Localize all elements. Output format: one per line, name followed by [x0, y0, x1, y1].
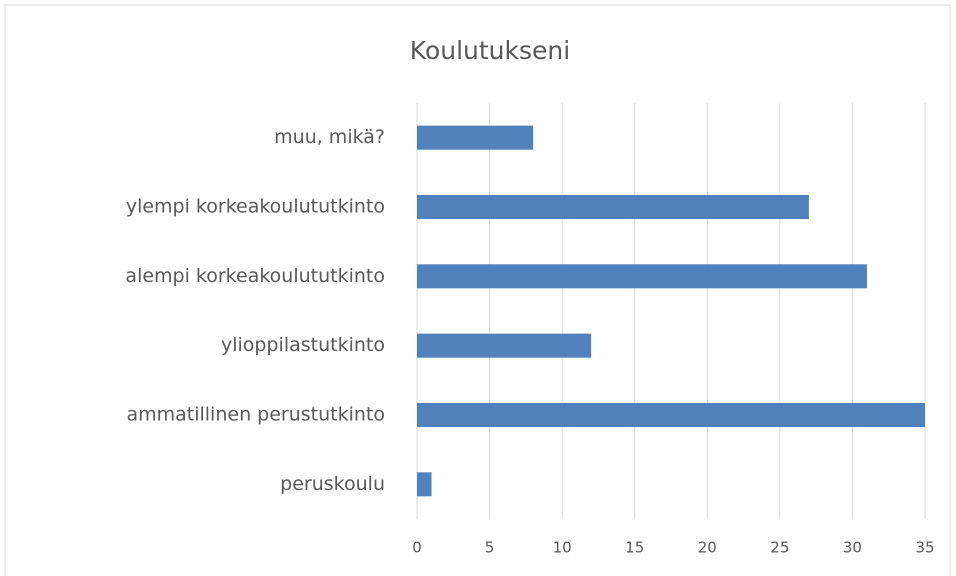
x-tick-label: 35 — [915, 539, 934, 557]
chart-title: Koulutukseni — [410, 36, 570, 65]
y-tick-label: alempi korkeakoulututkinto — [125, 265, 385, 287]
y-tick-label: ylioppilastutkinto — [221, 334, 385, 356]
bar — [417, 472, 432, 497]
y-tick-label: peruskoulu — [280, 473, 385, 495]
x-tick-label: 30 — [843, 539, 862, 557]
bar — [417, 195, 809, 219]
x-tick-label: 10 — [553, 539, 572, 557]
bar — [417, 264, 867, 289]
x-tick-label: 0 — [412, 539, 422, 557]
y-tick-label: ylempi korkeakoulututkinto — [126, 196, 385, 218]
bar — [417, 125, 534, 150]
bar — [417, 403, 925, 427]
bar — [417, 333, 592, 358]
x-tick-label: 5 — [485, 539, 495, 557]
x-tick-label: 20 — [698, 539, 717, 557]
y-tick-label: ammatillinen perustutkinto — [126, 404, 385, 426]
y-tick-label: muu, mikä? — [274, 126, 385, 148]
x-tick-label: 25 — [770, 539, 789, 557]
chart-frame — [4, 4, 951, 576]
x-tick-label: 15 — [625, 539, 644, 557]
